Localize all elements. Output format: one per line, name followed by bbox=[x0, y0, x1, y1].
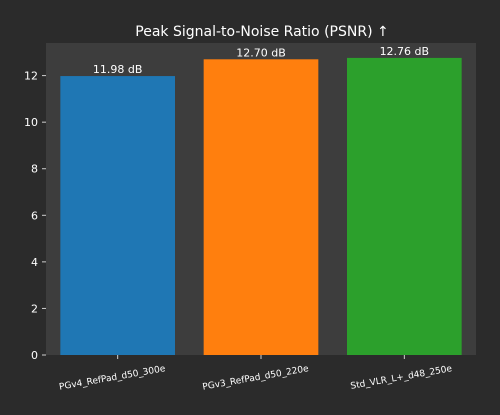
y-tick-label: 8 bbox=[31, 163, 38, 176]
y-tick-label: 0 bbox=[31, 349, 38, 362]
bar-value-label: 12.76 dB bbox=[380, 45, 430, 58]
chart-title: Peak Signal-to-Noise Ratio (PSNR) ↑ bbox=[135, 24, 388, 40]
y-tick-label: 12 bbox=[24, 70, 38, 83]
bar-3 bbox=[347, 57, 462, 356]
y-tick-label: 2 bbox=[31, 302, 38, 315]
y-tick-label: 6 bbox=[31, 209, 38, 222]
bar-value-label: 11.98 dB bbox=[93, 63, 143, 76]
bar-value-label: 12.70 dB bbox=[236, 46, 286, 59]
y-axis: 0 2 4 6 8 10 12 bbox=[24, 70, 46, 362]
bars-group: 11.98 dB 12.70 dB 12.76 dB bbox=[60, 45, 462, 356]
bar-1 bbox=[60, 76, 176, 355]
y-tick-label: 10 bbox=[24, 116, 38, 129]
y-tick-label: 4 bbox=[31, 256, 38, 269]
bar-2 bbox=[203, 59, 319, 355]
